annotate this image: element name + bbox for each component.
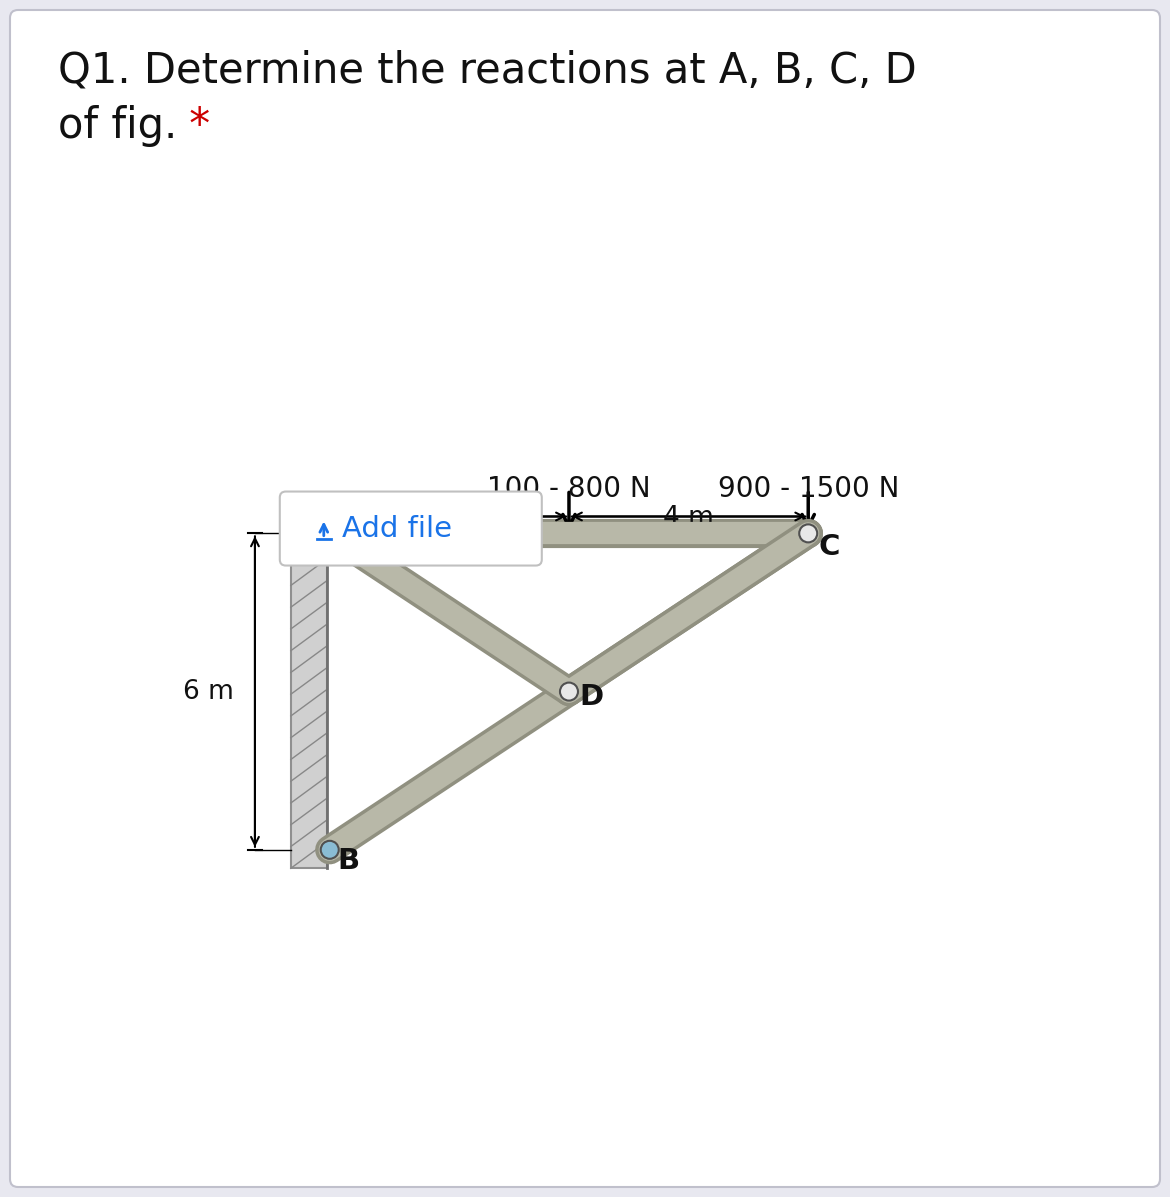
Circle shape: [560, 682, 578, 700]
Text: of fig.: of fig.: [58, 105, 177, 147]
Bar: [291, 521, 326, 868]
FancyBboxPatch shape: [11, 10, 1159, 1187]
Circle shape: [321, 840, 339, 858]
Text: Q1. Determine the reactions at A, B, C, D: Q1. Determine the reactions at A, B, C, …: [58, 49, 917, 91]
Text: D: D: [580, 682, 604, 711]
FancyBboxPatch shape: [280, 492, 542, 565]
Text: 900 - 1500 N: 900 - 1500 N: [717, 475, 899, 503]
Text: 6 m: 6 m: [184, 679, 234, 705]
Text: 100 - 800 N: 100 - 800 N: [487, 475, 651, 503]
Text: A: A: [337, 500, 359, 529]
Text: B: B: [337, 847, 359, 875]
Text: C: C: [819, 533, 840, 560]
Circle shape: [799, 524, 817, 542]
Text: Add file: Add file: [342, 515, 452, 542]
Text: *: *: [176, 105, 211, 147]
Circle shape: [321, 524, 339, 542]
Text: 4 m: 4 m: [424, 505, 475, 531]
Text: 4 m: 4 m: [663, 505, 714, 531]
